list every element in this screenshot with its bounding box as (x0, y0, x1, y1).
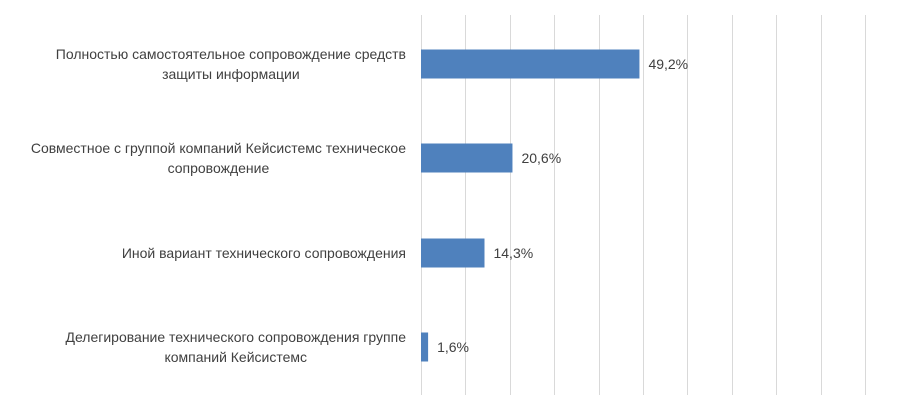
category-label-line: Иной вариант технического сопровождения (122, 245, 406, 261)
bar-4 (421, 332, 429, 362)
category-labels: Полностью самостоятельное сопровождение … (31, 46, 406, 365)
category-label-2: Совместное с группой компаний Кейсистемс… (31, 140, 406, 176)
data-label-4: 1,6% (437, 339, 469, 355)
category-label-1: Полностью самостоятельное сопровождение … (56, 46, 406, 82)
bar-2 (421, 143, 513, 173)
category-label-line: Полностью самостоятельное сопровождение … (56, 46, 406, 62)
bar-3 (421, 238, 485, 268)
data-label-2: 20,6% (521, 150, 561, 166)
bars (421, 49, 640, 362)
category-label-line: Делегирование технического сопровождения… (66, 329, 407, 345)
bar-1 (421, 49, 640, 79)
data-label-1: 49,2% (648, 56, 688, 72)
category-label-line: защиты информации (162, 66, 300, 82)
category-label-4: Делегирование технического сопровождения… (66, 329, 407, 365)
category-label-line: сопровождение (168, 160, 270, 176)
category-label-line: Совместное с группой компаний Кейсистемс… (31, 140, 406, 156)
category-label-3: Иной вариант технического сопровождения (122, 245, 406, 261)
category-label-line: компаний Кейсистемс (164, 349, 307, 365)
data-label-3: 14,3% (493, 245, 533, 261)
data-labels: 49,2% 20,6% 14,3% 1,6% (437, 56, 688, 355)
